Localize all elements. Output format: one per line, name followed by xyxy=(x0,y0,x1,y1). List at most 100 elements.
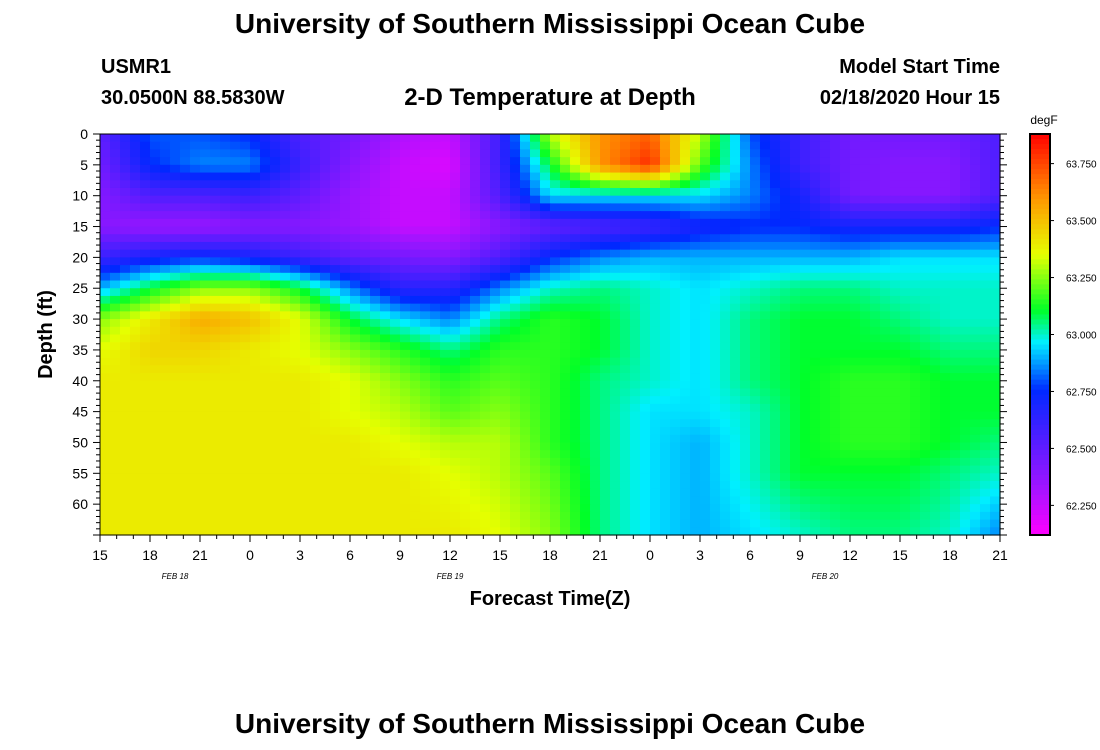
heatmap-cell xyxy=(620,373,631,382)
colorbar-segment xyxy=(1030,469,1050,476)
heatmap-cell xyxy=(780,342,791,351)
heatmap-cell xyxy=(970,180,981,189)
heatmap-cell xyxy=(200,427,211,436)
heatmap-cell xyxy=(800,288,811,297)
heatmap-cell xyxy=(880,442,891,451)
heatmap-cell xyxy=(670,311,681,320)
heatmap-cell xyxy=(620,149,631,158)
heatmap-cell xyxy=(730,465,741,474)
heatmap-cell xyxy=(850,473,861,482)
heatmap-cell xyxy=(310,164,321,174)
heatmap-cell xyxy=(400,519,411,528)
heatmap-cell xyxy=(260,473,271,482)
heatmap-cell xyxy=(480,187,491,197)
heatmap-cell xyxy=(290,511,301,521)
heatmap-cell xyxy=(350,427,361,436)
heatmap-cell xyxy=(360,357,371,366)
heatmap-cell xyxy=(470,403,481,413)
heatmap-cell xyxy=(710,527,721,536)
heatmap-cell xyxy=(120,349,131,359)
heatmap-cell xyxy=(100,257,111,266)
heatmap-cell xyxy=(190,357,201,366)
heatmap-cell xyxy=(730,172,741,181)
heatmap-cell xyxy=(500,511,511,521)
heatmap-cell xyxy=(220,465,231,474)
heatmap-cell xyxy=(690,396,701,405)
heatmap-cell xyxy=(290,457,301,467)
heatmap-cell xyxy=(990,134,1001,143)
heatmap-cell xyxy=(930,403,941,413)
heatmap-cell xyxy=(710,187,721,197)
heatmap-cell xyxy=(960,226,971,235)
heatmap-cell xyxy=(950,164,961,174)
heatmap-cell xyxy=(470,187,481,197)
heatmap-cell xyxy=(950,203,961,212)
colorbar-segment xyxy=(1030,269,1050,275)
heatmap-cell xyxy=(660,342,671,351)
heatmap-cell xyxy=(910,303,921,312)
heatmap-cell xyxy=(820,226,831,235)
heatmap-cell xyxy=(680,295,691,305)
heatmap-cell xyxy=(360,249,371,258)
heatmap-cell xyxy=(390,295,401,305)
colorbar-segment xyxy=(1030,164,1050,170)
heatmap-cell xyxy=(910,380,921,390)
heatmap-cell xyxy=(610,373,621,382)
colorbar-segment xyxy=(1030,404,1050,411)
heatmap-cell xyxy=(370,187,381,197)
colorbar-segment xyxy=(1030,159,1050,165)
heatmap-cell xyxy=(440,357,451,366)
heatmap-cell xyxy=(670,481,681,490)
heatmap-cell xyxy=(830,288,841,297)
heatmap-cell xyxy=(840,288,851,297)
heatmap-cell xyxy=(490,149,501,158)
heatmap-cell xyxy=(390,519,401,528)
heatmap-cell xyxy=(720,172,731,181)
heatmap-cell xyxy=(330,218,341,228)
heatmap-cell xyxy=(190,319,201,328)
heatmap-cell xyxy=(230,411,241,420)
heatmap-cell xyxy=(450,496,461,505)
heatmap-cell xyxy=(340,249,351,258)
heatmap-cell xyxy=(840,157,851,166)
heatmap-cell xyxy=(250,319,261,328)
heatmap-cell xyxy=(810,303,821,312)
heatmap-cell xyxy=(290,218,301,228)
heatmap-cell xyxy=(730,180,741,189)
heatmap-cell xyxy=(390,272,401,282)
heatmap-cell xyxy=(180,257,191,266)
heatmap-cell xyxy=(790,234,801,243)
heatmap-cell xyxy=(170,365,181,374)
heatmap-cell xyxy=(930,496,941,505)
heatmap-cell xyxy=(760,319,771,328)
heatmap-cell xyxy=(390,149,401,158)
colorbar-segment xyxy=(1030,364,1050,371)
heatmap-cell xyxy=(540,218,551,228)
heatmap-cell xyxy=(190,427,201,436)
heatmap-cell xyxy=(300,373,311,382)
heatmap-cell xyxy=(790,488,801,498)
heatmap-cell xyxy=(650,218,661,228)
heatmap-cell xyxy=(820,157,831,166)
heatmap-cell xyxy=(350,349,361,359)
heatmap-cell xyxy=(550,403,561,413)
heatmap-cell xyxy=(900,157,911,166)
heatmap-cell xyxy=(960,519,971,528)
heatmap-cell xyxy=(510,319,521,328)
heatmap-cell xyxy=(390,319,401,328)
heatmap-cell xyxy=(820,149,831,158)
heatmap-cell xyxy=(360,272,371,282)
heatmap-cell xyxy=(790,164,801,174)
heatmap-cell xyxy=(420,465,431,474)
heatmap-cell xyxy=(260,203,271,212)
heatmap-cell xyxy=(340,241,351,251)
colorbar-segment xyxy=(1030,274,1050,280)
heatmap-cell xyxy=(430,226,441,235)
heatmap-cell xyxy=(790,195,801,204)
heatmap-cell xyxy=(300,249,311,258)
heatmap-cell xyxy=(900,457,911,467)
heatmap-cell xyxy=(800,295,811,305)
y-tick-label: 25 xyxy=(72,280,88,296)
heatmap-cell xyxy=(790,427,801,436)
heatmap-cell xyxy=(310,342,321,351)
